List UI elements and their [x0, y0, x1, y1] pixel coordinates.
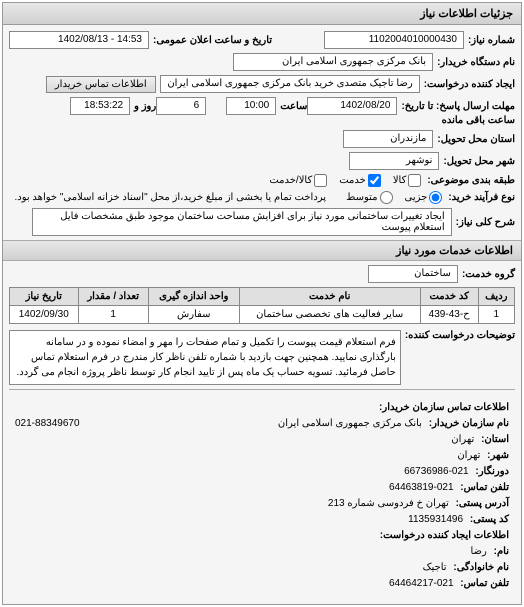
need-desc-field: ایجاد تغییرات ساختمانی مورد نیاز برای اف…: [32, 208, 452, 236]
subject-service-option[interactable]: خدمت: [339, 174, 383, 187]
col-need-date: تاریخ نیاز: [10, 288, 79, 306]
process-small-radio[interactable]: [429, 191, 442, 204]
contact-phone-label: تلفن تماس:: [460, 482, 509, 493]
time-label-1: ساعت: [280, 101, 307, 112]
contact-city: تهران: [457, 450, 480, 461]
cell-need-date: 1402/09/30: [10, 306, 79, 324]
row-subject-type: طبقه بندی موضوعی: کالا خدمت کالا/خدمت: [9, 174, 515, 187]
row-deadline: مهلت ارسال پاسخ: تا تاریخ: 1402/08/20 سا…: [9, 97, 515, 126]
datetime-field: 14:53 - 1402/08/13: [9, 31, 149, 49]
contact-address: تهران خ فردوسی شماره 213: [328, 498, 449, 509]
subject-both-option[interactable]: کالا/خدمت: [269, 174, 329, 187]
row-delivery-city: شهر محل تحویل: نوشهر: [9, 152, 515, 170]
cell-qty: 1: [78, 306, 148, 324]
col-service-name: نام خدمت: [239, 288, 420, 306]
services-table: ردیف کد خدمت نام خدمت واحد اندازه گیری ت…: [9, 287, 515, 324]
contact-fax-label: دورنگار:: [475, 466, 509, 477]
contact-cphone: 021-64464217: [389, 578, 454, 589]
requester-label: ایجاد کننده درخواست:: [424, 79, 515, 90]
row-service-group: گروه خدمت: ساختمان: [9, 265, 515, 283]
process-small-option[interactable]: جزیی: [405, 191, 445, 204]
subject-goods-option[interactable]: کالا: [393, 174, 424, 187]
contact-header: اطلاعات تماس سازمان خریدار:: [379, 402, 509, 413]
buyer-contact-button[interactable]: اطلاعات تماس خریدار: [46, 76, 156, 93]
service-group-label: گروه خدمت:: [462, 269, 515, 280]
row-requester: ایجاد کننده درخواست: رضا تاجیک متصدی خری…: [9, 75, 515, 93]
contact-org: بانک مرکزی جمهوری اسلامی ایران: [278, 418, 422, 429]
hours-remaining-field: 18:53:22: [70, 97, 130, 115]
contact-extra-phone: 021-88349670: [15, 416, 80, 432]
row-process-type: نوع فرآیند خرید: جزیی متوسط پرداخت تمام …: [9, 191, 515, 204]
row-request-no: شماره نیاز: 1102004010000430 تاریخ و ساع…: [9, 31, 515, 49]
row-notes: توضیحات درخواست کننده: فرم استعلام قیمت …: [9, 330, 515, 385]
subject-goods-checkbox[interactable]: [408, 174, 421, 187]
contact-address-label: آدرس پستی:: [456, 498, 509, 509]
notes-label: توضیحات درخواست کننده:: [405, 330, 515, 341]
contact-province-label: استان:: [481, 434, 509, 445]
contact-fname: رضا: [470, 546, 486, 557]
row-need-desc: شرح کلی نیاز: ایجاد تغییرات ساختمانی مور…: [9, 208, 515, 236]
buyer-org-label: نام دستگاه خریدار:: [437, 57, 515, 68]
subject-type-label: طبقه بندی موضوعی:: [427, 175, 515, 186]
cell-unit: سفارش: [148, 306, 239, 324]
col-unit: واحد اندازه گیری: [148, 288, 239, 306]
creator-header: اطلاعات ایجاد کننده درخواست:: [380, 530, 509, 541]
requester-field: رضا تاجیک متصدی خرید بانک مرکزی جمهوری ا…: [160, 75, 420, 93]
process-medium-option[interactable]: متوسط: [346, 191, 394, 204]
contact-city-label: شهر:: [487, 450, 509, 461]
delivery-city-label: شهر محل تحویل:: [443, 156, 515, 167]
row-delivery-province: استان محل تحویل: مازندران: [9, 130, 515, 148]
deadline-label: مهلت ارسال پاسخ: تا تاریخ:: [401, 101, 515, 112]
process-type-label: نوع فرآیند خرید:: [448, 192, 515, 203]
request-no-label: شماره نیاز:: [468, 35, 515, 46]
subject-both-checkbox[interactable]: [314, 174, 327, 187]
cell-service-code: ح-43-439: [420, 306, 478, 324]
contact-lname: تاجیک: [423, 562, 447, 573]
request-no-field: 1102004010000430: [324, 31, 464, 49]
contact-postal-label: کد پستی:: [470, 514, 509, 525]
table-header-row: ردیف کد خدمت نام خدمت واحد اندازه گیری ت…: [10, 288, 515, 306]
contact-province: تهران: [451, 434, 474, 445]
need-desc-label: شرح کلی نیاز:: [456, 217, 515, 228]
hours-label: ساعت باقی مانده: [442, 115, 515, 126]
contact-fname-label: نام:: [494, 546, 509, 557]
cell-row-no: 1: [478, 306, 514, 324]
col-service-code: کد خدمت: [420, 288, 478, 306]
delivery-province-field: مازندران: [343, 130, 433, 148]
table-row: 1 ح-43-439 سایر فعالیت های تخصصی ساختمان…: [10, 306, 515, 324]
delivery-city-field: نوشهر: [349, 152, 439, 170]
contact-fax: 021-66736986: [404, 466, 469, 477]
datetime-label: تاریخ و ساعت اعلان عمومی:: [153, 35, 272, 46]
contact-cphone-label: تلفن تماس:: [460, 578, 509, 589]
col-row-no: ردیف: [478, 288, 514, 306]
service-group-field: ساختمان: [368, 265, 458, 283]
contact-lname-label: نام خانوادگی:: [453, 562, 509, 573]
process-medium-radio[interactable]: [380, 191, 393, 204]
panel-title: جزئیات اطلاعات نیاز: [3, 3, 521, 25]
contact-phone: 021-64463819: [389, 482, 454, 493]
cell-service-name: سایر فعالیت های تخصصی ساختمان: [239, 306, 420, 324]
panel-body: شماره نیاز: 1102004010000430 تاریخ و ساع…: [3, 25, 521, 604]
contact-section: اطلاعات تماس سازمان خریدار: نام سازمان خ…: [9, 394, 515, 598]
delivery-province-label: استان محل تحویل:: [437, 134, 515, 145]
row-buyer-org: نام دستگاه خریدار: بانک مرکزی جمهوری اسل…: [9, 53, 515, 71]
services-header: اطلاعات خدمات مورد نیاز: [3, 240, 521, 261]
contact-org-label: نام سازمان خریدار:: [429, 418, 509, 429]
subject-service-checkbox[interactable]: [368, 174, 381, 187]
process-note: پرداخت تمام یا بخشی از مبلغ خرید،از محل …: [14, 192, 326, 203]
contact-postal: 1135931496: [408, 514, 463, 525]
deadline-time-field: 10:00: [226, 97, 276, 115]
buyer-org-field: بانک مرکزی جمهوری اسلامی ایران: [233, 53, 433, 71]
days-remaining-field: 6: [156, 97, 206, 115]
details-panel: جزئیات اطلاعات نیاز شماره نیاز: 11020040…: [2, 2, 522, 605]
col-qty: تعداد / مقدار: [78, 288, 148, 306]
notes-text: فرم استعلام قیمت پیوست را تکمیل و تمام ص…: [9, 330, 401, 385]
days-label: روز و: [134, 101, 156, 112]
deadline-date-field: 1402/08/20: [307, 97, 397, 115]
